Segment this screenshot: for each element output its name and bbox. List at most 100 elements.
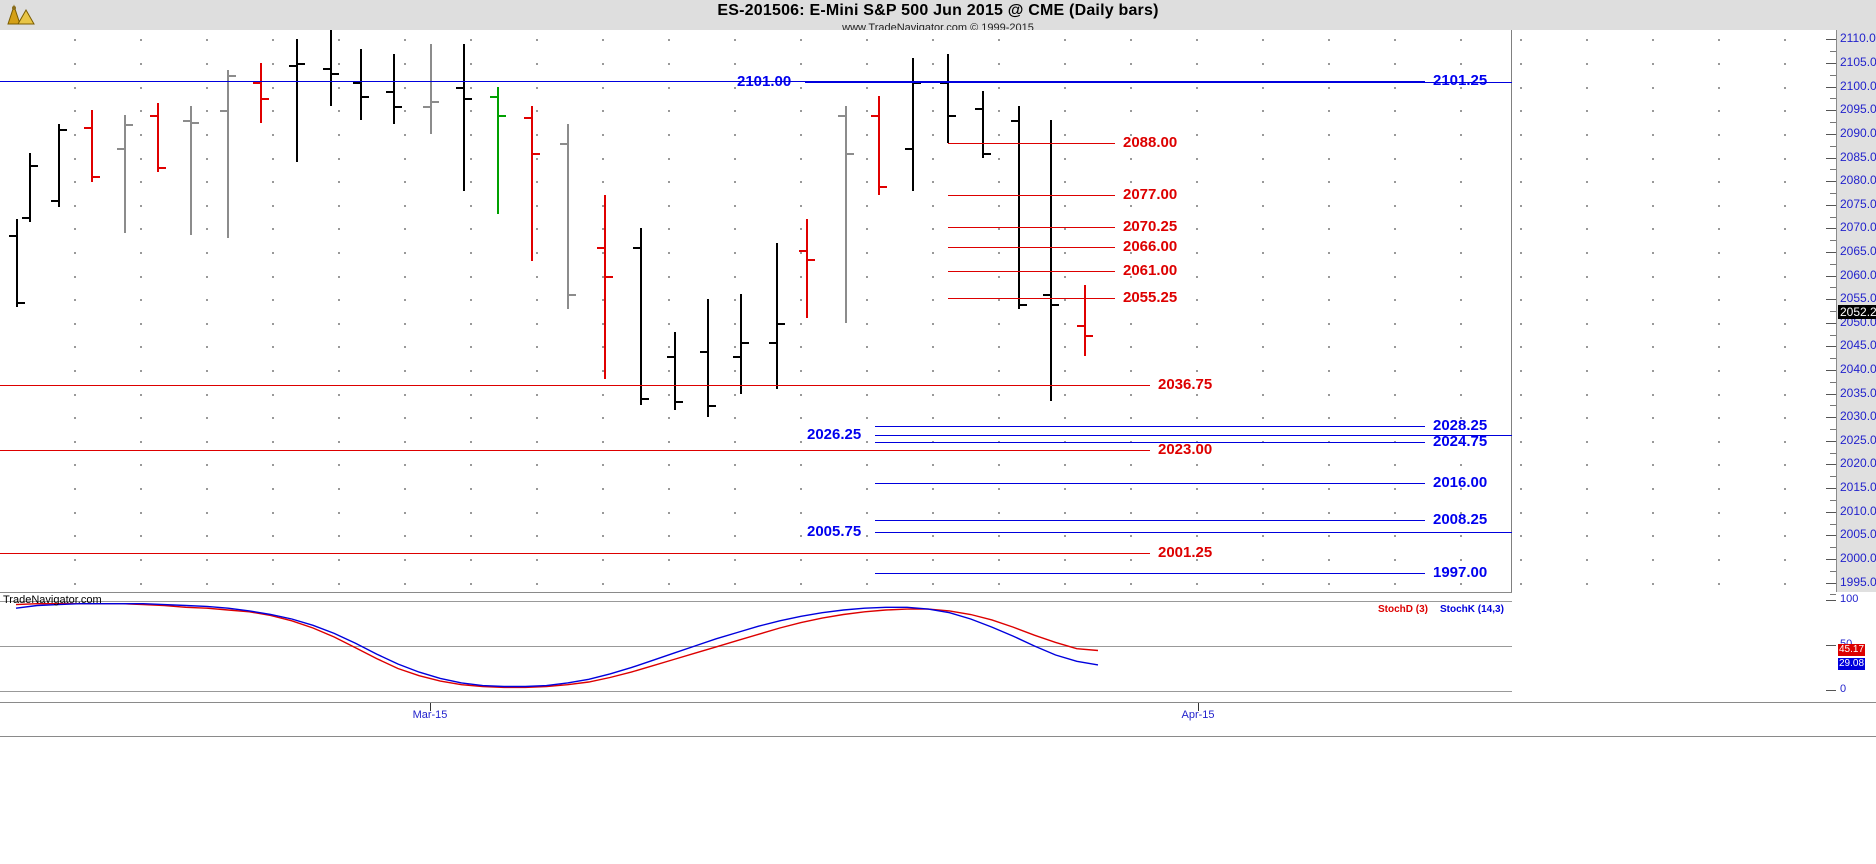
price-axis-minor-tick <box>1830 523 1836 525</box>
ohlc-bar-stem <box>16 218 18 308</box>
study-line-2001-25[interactable] <box>0 553 1150 555</box>
price-axis-label: 2080.00 <box>1840 173 1876 188</box>
ohlc-bar-open-tick <box>51 200 58 203</box>
stochastic-scale-label: 100 <box>1840 593 1859 605</box>
chart-header: ES-201506: E-Mini S&P 500 Jun 2015 @ CME… <box>0 0 1876 34</box>
ohlc-bar-open-tick <box>838 115 845 117</box>
price-axis-tick <box>1826 488 1836 490</box>
price-axis-label: 2055.00 <box>1840 291 1876 306</box>
price-axis-label: 2065.00 <box>1840 243 1876 258</box>
study-line-2036-75[interactable] <box>0 385 1150 387</box>
stochastic-level-line <box>0 601 1512 602</box>
price-axis-tick <box>1826 346 1836 348</box>
stochastic-level-line <box>0 646 1512 647</box>
price-axis-label: 2000.00 <box>1840 550 1876 565</box>
study-line-2077-00[interactable] <box>948 195 1115 197</box>
ohlc-bar-stem <box>1084 285 1086 356</box>
price-axis-label: 2035.00 <box>1840 385 1876 400</box>
ohlc-bar-close-tick <box>262 98 269 101</box>
price-axis-label: 1995.00 <box>1840 574 1876 589</box>
study-line-2016-00[interactable] <box>875 483 1425 485</box>
date-axis-label: Apr-15 <box>1181 709 1215 721</box>
ohlc-bar-close-tick <box>192 122 199 125</box>
study-line-2023-00[interactable] <box>0 450 1150 452</box>
ohlc-bar-close-tick <box>1086 334 1093 337</box>
price-axis-tick <box>1826 63 1836 65</box>
ohlc-bar-stem <box>740 294 742 394</box>
ohlc-bar-open-tick <box>22 216 29 219</box>
price-chart-plot[interactable] <box>0 30 1512 592</box>
ohlc-bar-open-tick <box>633 247 640 250</box>
study-line-2088-00[interactable] <box>948 143 1115 145</box>
study-line-2028-25[interactable] <box>875 425 1425 427</box>
study-line-2101-00[interactable] <box>805 81 1512 83</box>
ohlc-bar-open-tick <box>323 67 330 70</box>
ohlc-bar-stem <box>430 44 432 134</box>
study-line-2066-00[interactable] <box>948 247 1115 249</box>
ohlc-bar-close-tick <box>432 100 439 103</box>
grid-row <box>0 346 1512 349</box>
ohlc-bar-stem <box>776 242 778 389</box>
grid-row <box>0 464 1512 467</box>
study-line-2061-00[interactable] <box>948 270 1115 272</box>
price-axis-label: 2030.00 <box>1840 409 1876 424</box>
date-axis[interactable]: Mar-15 Apr-15 <box>0 702 1876 864</box>
grid-row <box>0 440 1512 443</box>
current-price-tag: 2052.25 <box>1838 305 1876 320</box>
ohlc-bar-close-tick <box>533 152 540 155</box>
ohlc-bar-stem <box>982 91 984 158</box>
price-axis-tick <box>1826 133 1836 135</box>
price-axis-minor-tick <box>1830 216 1836 218</box>
grid-row <box>0 417 1512 420</box>
study-line-1997-00[interactable] <box>875 573 1425 575</box>
ohlc-bar-stem <box>91 110 93 183</box>
grid-row <box>0 204 1512 207</box>
page-title: ES-201506: E-Mini S&P 500 Jun 2015 @ CME… <box>717 2 1159 19</box>
study-line-label: 2036.75 <box>1158 376 1213 394</box>
price-axis-label: 2040.00 <box>1840 362 1876 377</box>
price-axis-label: 2025.00 <box>1840 432 1876 447</box>
study-line-2101-25[interactable] <box>0 80 1425 82</box>
grid-row <box>0 299 1512 302</box>
study-line-2008-25[interactable] <box>875 519 1425 521</box>
study-line-2055-25[interactable] <box>948 298 1115 299</box>
grid-row <box>0 63 1512 66</box>
ohlc-bar-open-tick <box>183 119 190 122</box>
study-line-2005-75[interactable] <box>875 531 1512 533</box>
stoch-d-legend: StochD (3) <box>1378 604 1428 615</box>
study-line-label: 2088.00 <box>1123 134 1178 152</box>
price-axis-tick <box>1826 275 1836 277</box>
price-axis-label: 2015.00 <box>1840 480 1876 495</box>
stochastic-axis-gutter <box>1512 592 1876 702</box>
ohlc-bar-close-tick <box>159 166 166 169</box>
ohlc-bar-open-tick <box>871 115 878 117</box>
ohlc-bar-close-tick <box>362 96 369 99</box>
ohlc-bar-open-tick <box>289 65 296 68</box>
ohlc-bar-close-tick <box>60 129 67 132</box>
ohlc-bar-open-tick <box>353 81 360 84</box>
price-axis-minor-tick <box>1830 547 1836 549</box>
ohlc-bar-stem <box>640 228 642 406</box>
ohlc-bar-open-tick <box>84 126 91 129</box>
grid-row-gutter <box>1512 464 1876 467</box>
stochastic-indicator-panel[interactable] <box>0 592 1512 703</box>
grid-row-gutter <box>1512 299 1876 302</box>
study-line-2070-25[interactable] <box>948 227 1115 229</box>
bottom-frame-line <box>0 736 1876 737</box>
study-line-2024-75[interactable] <box>875 442 1425 444</box>
ohlc-bar-open-tick <box>1043 294 1050 297</box>
grid-row <box>0 488 1512 491</box>
ohlc-bar-close-tick <box>676 400 683 403</box>
price-axis-minor-tick <box>1830 311 1836 312</box>
ohlc-bar-close-tick <box>229 74 236 77</box>
date-axis-label: Mar-15 <box>412 709 448 721</box>
ohlc-bar-stem <box>330 30 332 106</box>
grid-row-gutter <box>1512 39 1876 42</box>
price-axis-minor-tick <box>1830 405 1836 407</box>
ohlc-bar-close-tick <box>93 176 100 179</box>
study-line-2026-25[interactable] <box>875 434 1512 436</box>
ohlc-bar-open-tick <box>117 148 124 151</box>
price-axis-label: 2005.00 <box>1840 527 1876 542</box>
ohlc-bar-open-tick <box>253 81 260 84</box>
price-axis-panel[interactable] <box>1836 30 1876 663</box>
